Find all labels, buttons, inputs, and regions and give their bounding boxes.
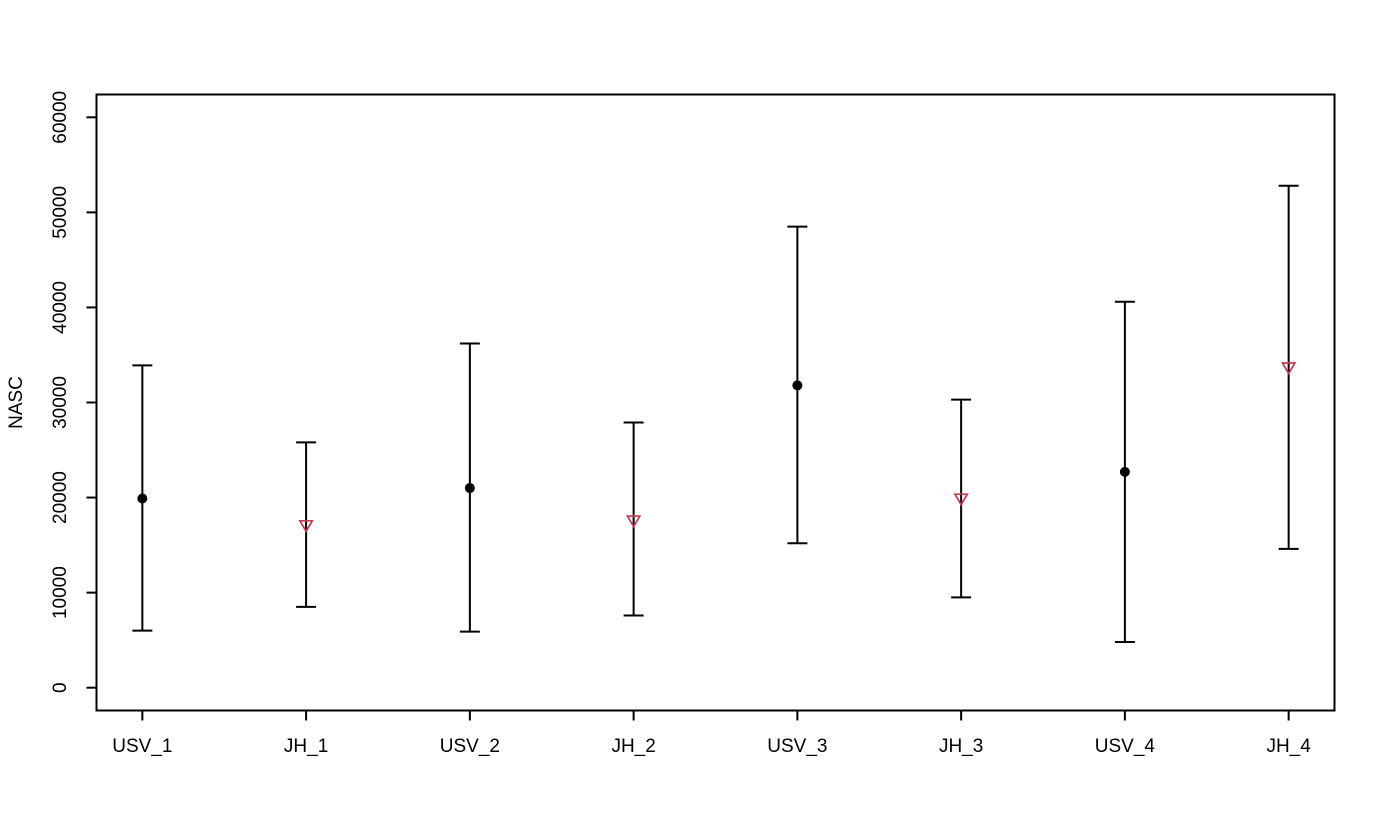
marker-filled-circle <box>792 380 803 391</box>
data-point-USV_4 <box>1114 300 1135 644</box>
data-point-USV_3 <box>787 225 808 545</box>
marker-filled-circle <box>464 483 475 494</box>
x-category-label: JH_3 <box>939 736 983 757</box>
marker-open-triangle-down <box>953 493 969 507</box>
plot-box <box>95 93 1336 712</box>
data-point-JH_2 <box>623 421 644 617</box>
x-category-label: USV_3 <box>767 736 827 757</box>
data-point-JH_1 <box>296 441 317 608</box>
x-category-label: USV_2 <box>440 736 500 757</box>
y-tick-label: 0 <box>50 682 71 693</box>
data-point-USV_2 <box>459 342 480 633</box>
y-tick-label: 30000 <box>50 376 71 429</box>
marker-open-triangle-down <box>1280 362 1297 376</box>
data-point-JH_4 <box>1278 184 1299 550</box>
data-point-USV_1 <box>132 364 153 632</box>
y-tick-label: 10000 <box>50 566 71 619</box>
x-category-label: JH_2 <box>611 736 655 757</box>
x-category-label: JH_1 <box>284 736 328 757</box>
y-axis-title: NASC <box>6 376 27 429</box>
data-point-JH_3 <box>951 398 972 599</box>
y-tick-label: 20000 <box>50 471 71 524</box>
marker-filled-circle <box>137 493 148 504</box>
marker-filled-circle <box>1119 466 1130 477</box>
y-tick-label: 50000 <box>50 186 71 239</box>
x-category-label: JH_4 <box>1266 736 1311 757</box>
marker-open-triangle-down <box>625 515 642 529</box>
y-tick-label: 40000 <box>50 281 71 334</box>
x-category-label: USV_1 <box>112 736 172 757</box>
x-category-label: USV_4 <box>1095 736 1156 757</box>
y-tick-label: 60000 <box>50 91 71 144</box>
marker-open-triangle-down <box>298 519 314 534</box>
